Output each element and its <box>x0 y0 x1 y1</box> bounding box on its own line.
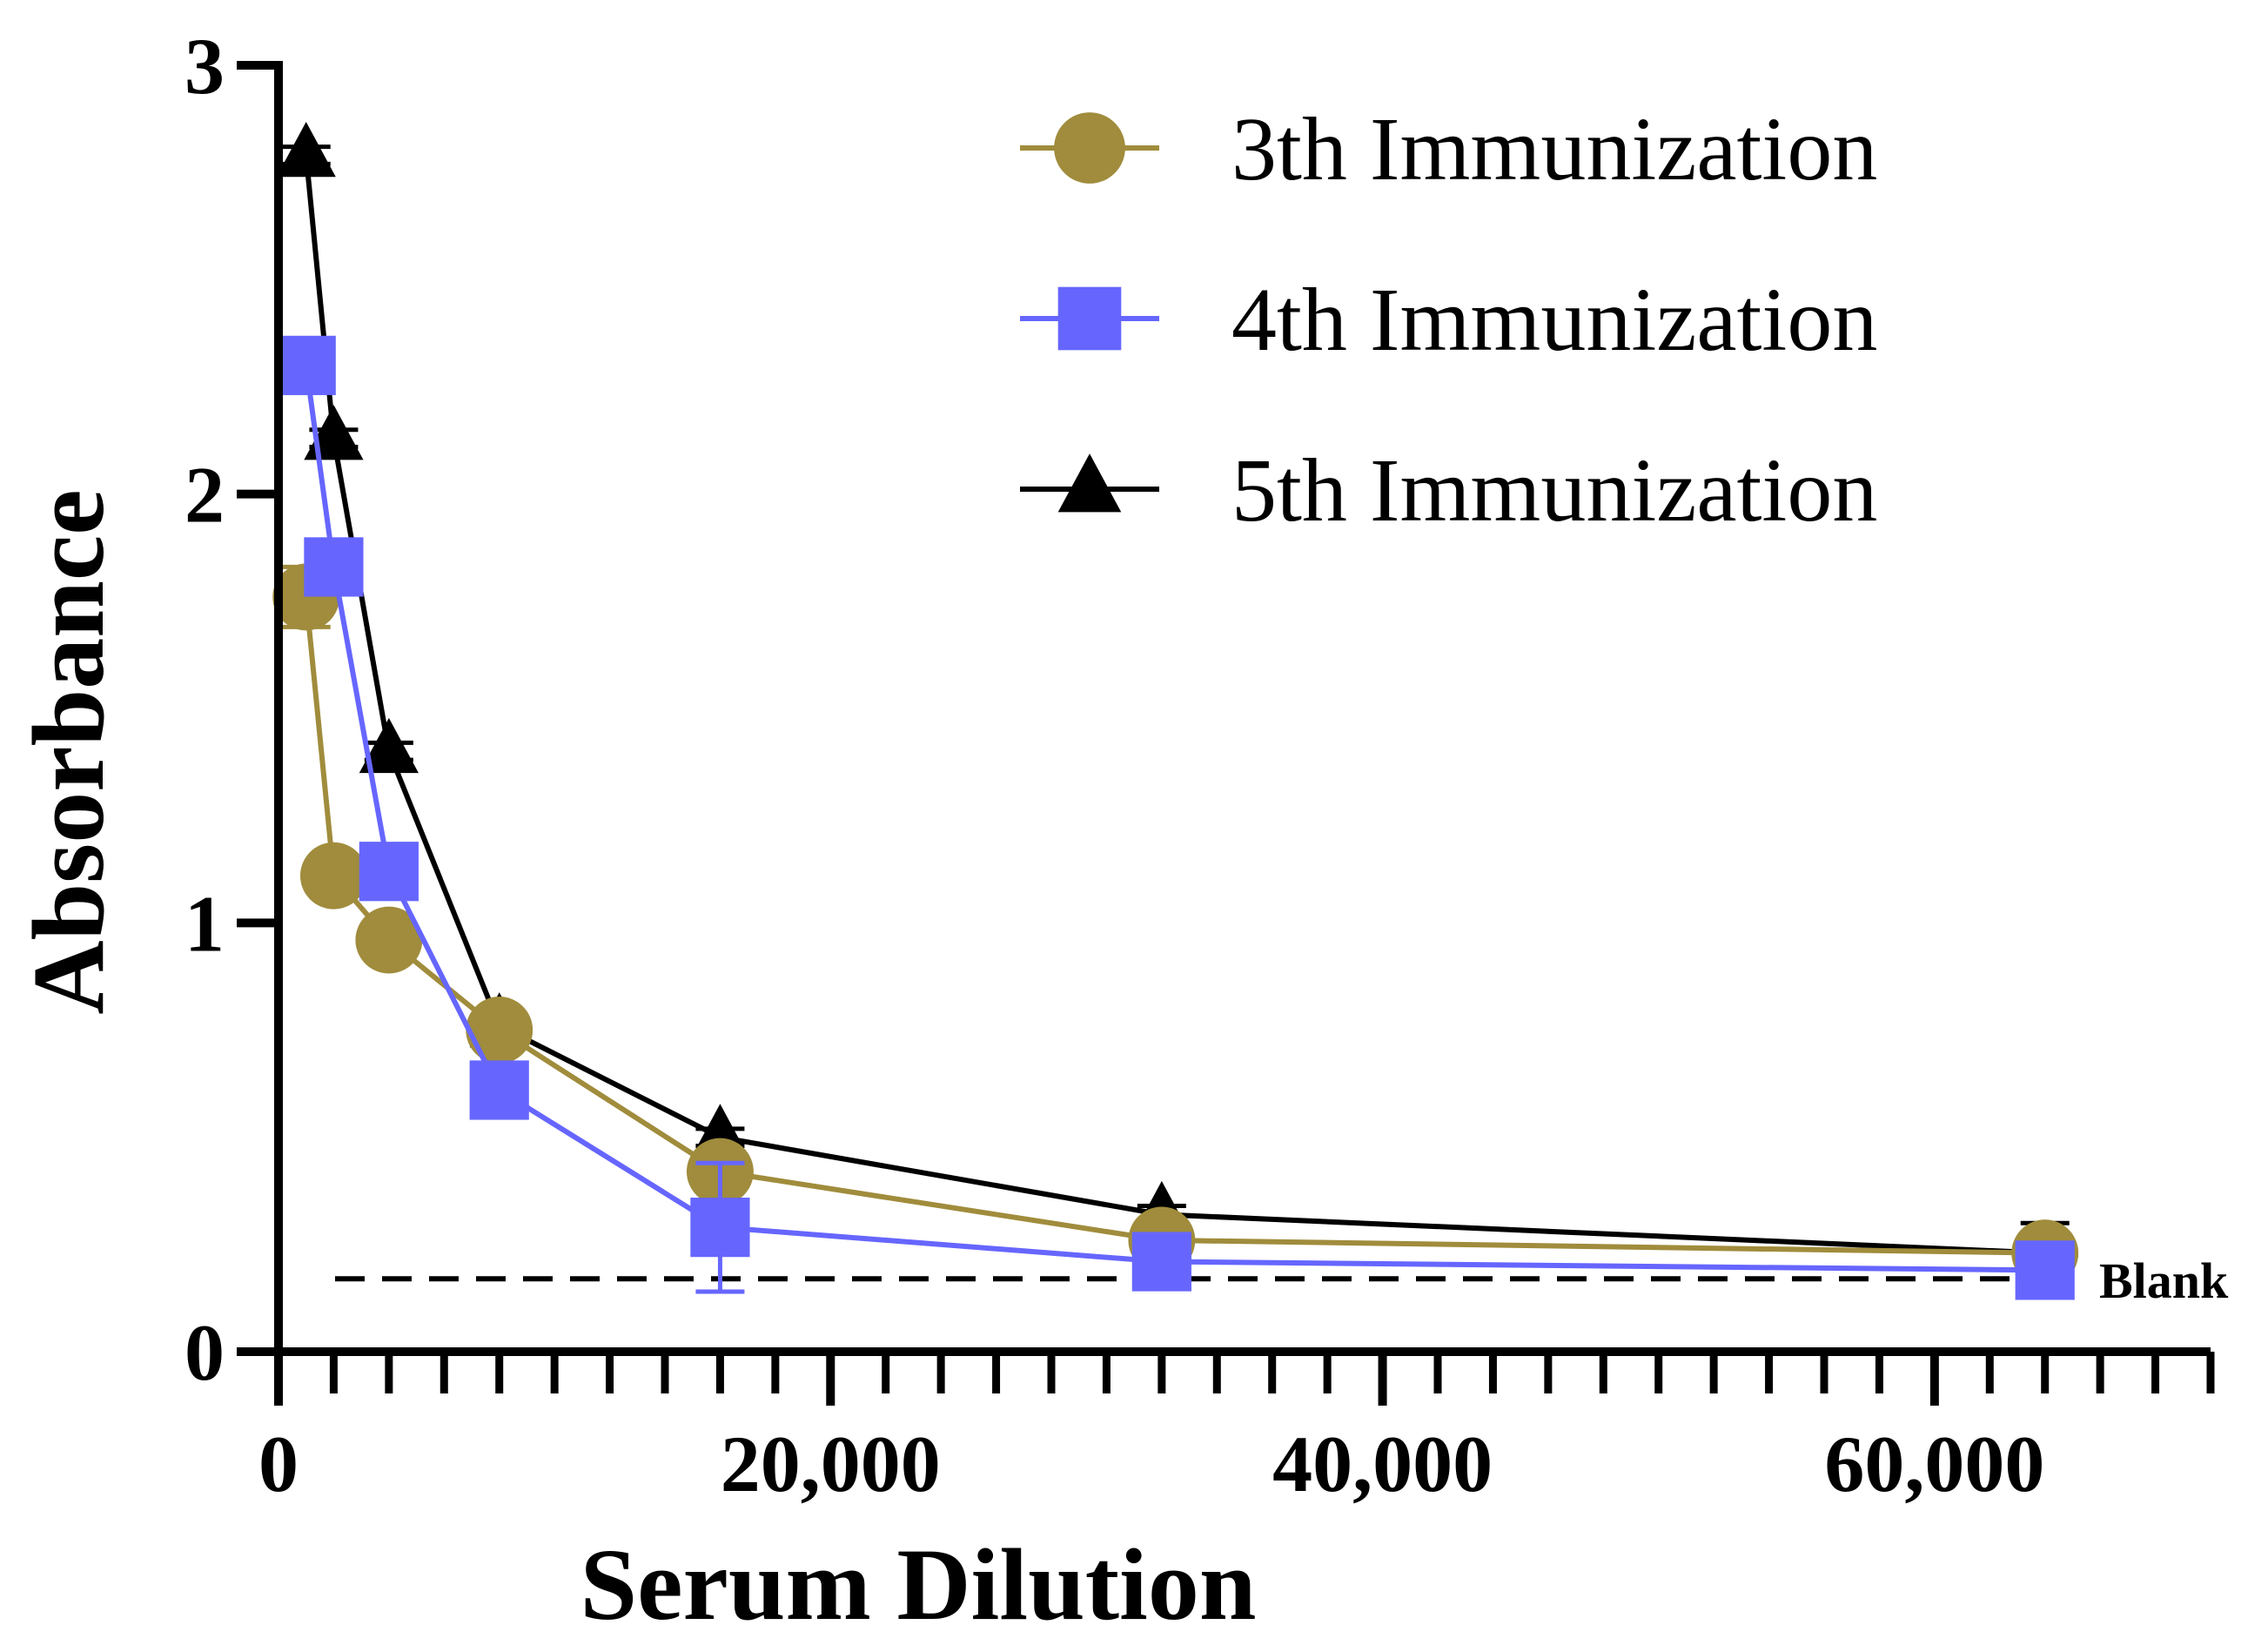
legend-label: 3th Immunization <box>1231 99 1877 199</box>
data-point <box>299 842 367 910</box>
legend-marker <box>1057 453 1122 513</box>
x-tick-label: 60,000 <box>1824 1420 2044 1508</box>
y-axis-title: Absorbance <box>11 489 125 1014</box>
data-point <box>469 1060 529 1120</box>
data-point <box>466 997 533 1064</box>
reference-layer: Blank <box>335 1252 2229 1309</box>
data-point <box>359 842 419 902</box>
data-point <box>690 1198 750 1258</box>
series-layer <box>272 122 2079 1300</box>
legend-marker <box>1057 286 1122 351</box>
y-tick-label: 0 <box>185 1308 225 1397</box>
series-4th <box>276 335 2075 1300</box>
series-line <box>303 596 2045 1256</box>
legend-label: 4th Immunization <box>1231 270 1877 370</box>
y-tick-label: 1 <box>185 879 225 968</box>
x-tick-label: 0 <box>258 1420 299 1508</box>
y-axis-ticks: 0 1 2 3 <box>185 22 278 1397</box>
legend-marker <box>1054 112 1125 184</box>
y-tick-label: 2 <box>185 451 225 540</box>
data-point <box>304 537 364 597</box>
data-point <box>276 335 336 395</box>
y-tick-label: 3 <box>185 22 225 111</box>
data-point <box>359 717 419 774</box>
axes: 0 1 2 3 0 20,000 40,000 60,000 <box>185 22 2215 1508</box>
series-3th <box>272 563 2079 1287</box>
legend-label: 5th Immunization <box>1231 440 1877 540</box>
data-point <box>1131 1232 1191 1292</box>
x-axis-ticks: 0 20,000 40,000 60,000 <box>258 1352 2215 1508</box>
x-tick-label: 20,000 <box>721 1420 941 1508</box>
data-point <box>2015 1240 2075 1300</box>
data-point <box>276 122 336 178</box>
data-point <box>355 906 423 974</box>
x-tick-label: 40,000 <box>1272 1420 1493 1508</box>
x-axis-title: Serum Dilution <box>580 1528 1257 1642</box>
legend: 3th Immunization 4th Immunization 5th Immu… <box>1020 99 1877 540</box>
blank-reference-label: Blank <box>2099 1252 2229 1309</box>
